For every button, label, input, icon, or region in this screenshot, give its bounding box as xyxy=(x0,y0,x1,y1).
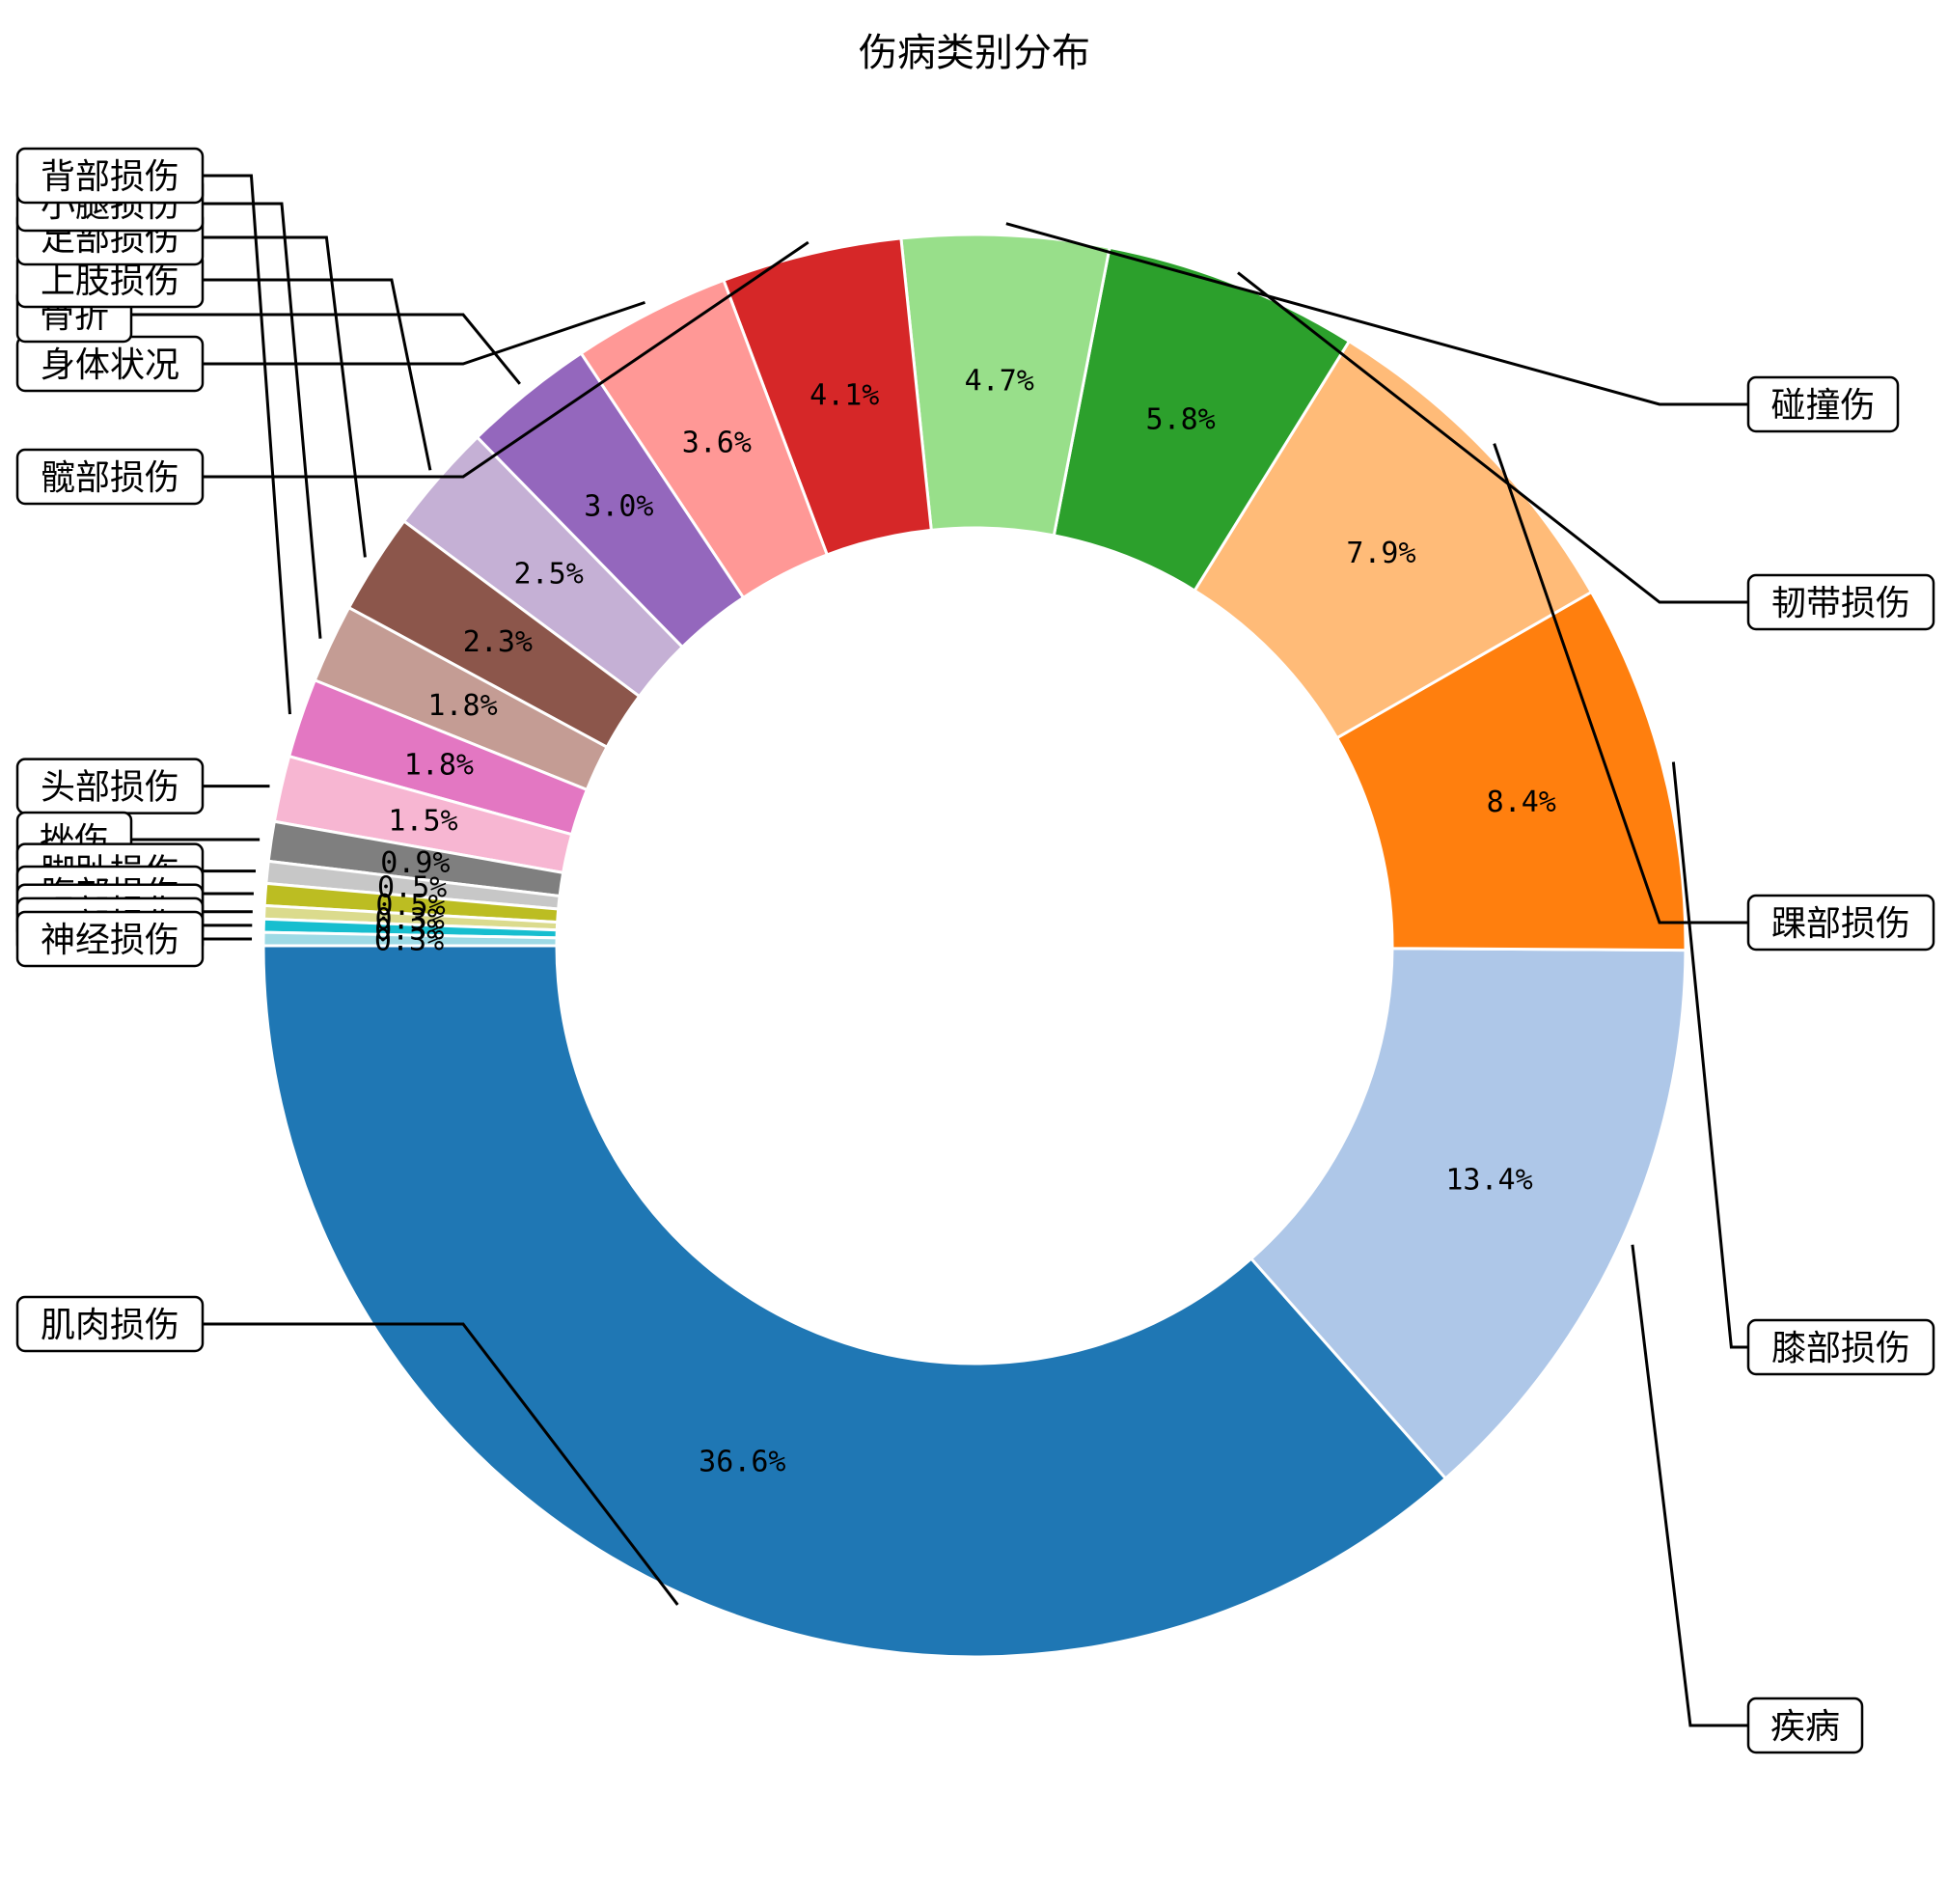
category-label: 头部损伤 xyxy=(15,758,205,814)
wedge-group xyxy=(261,233,1687,1659)
percent-label: 2.5% xyxy=(514,557,584,591)
category-label: 背部损伤 xyxy=(15,147,205,205)
category-label-text: 身体状况 xyxy=(41,345,179,385)
percent-label: 0.3% xyxy=(375,902,445,936)
category-label-text: 韧带损伤 xyxy=(1771,584,1910,623)
category-label-text: 肌肉损伤 xyxy=(41,1306,179,1345)
leader-line xyxy=(203,202,322,639)
chart-title: 伤病类别分布 xyxy=(859,31,1090,75)
percent-label: 0.3% xyxy=(374,913,444,947)
leader-line xyxy=(203,300,645,366)
category-label: 神经损伤 xyxy=(15,910,205,968)
category-label: 髋部损伤 xyxy=(15,448,205,506)
percent-label: 4.7% xyxy=(965,365,1034,399)
percent-label: 3.6% xyxy=(682,426,752,459)
category-label-text: 上肢损伤 xyxy=(41,262,179,301)
category-label-box xyxy=(1746,573,1935,631)
category-label-text: 疾病 xyxy=(1770,1707,1840,1747)
leader-line xyxy=(1493,443,1748,924)
percent-label: 0.3% xyxy=(374,924,444,957)
percent-label: 0.9% xyxy=(380,846,450,880)
leader-line xyxy=(131,313,521,385)
category-label-box xyxy=(15,448,205,506)
percent-label: 8.4% xyxy=(1487,786,1556,819)
category-label-box xyxy=(1746,1318,1935,1376)
percent-label: 36.6% xyxy=(699,1445,785,1478)
category-label-text: 背部损伤 xyxy=(41,157,179,197)
wedge-0 xyxy=(261,944,1448,1659)
wedge-1 xyxy=(1248,947,1687,1481)
category-label-box xyxy=(1746,375,1900,433)
leader-line xyxy=(1631,1244,1748,1727)
category-label-text: 头部损伤 xyxy=(41,768,179,808)
percent-label: 0.5% xyxy=(377,870,447,904)
percent-label: 1.8% xyxy=(404,748,474,782)
percent-label: 2.3% xyxy=(463,625,533,659)
category-label-text: 髋部损伤 xyxy=(41,458,179,498)
category-label: 碰撞伤 xyxy=(1746,375,1900,433)
percent-label: 1.8% xyxy=(427,689,497,723)
category-label-box xyxy=(1746,894,1935,952)
leader-line xyxy=(1237,271,1748,604)
percent-label: 5.8% xyxy=(1145,402,1215,436)
category-label: 踝部损伤 xyxy=(1746,894,1935,952)
category-label-box xyxy=(15,910,205,968)
leader-line-group xyxy=(131,174,1748,1727)
leader-line xyxy=(203,235,367,558)
category-label-text: 踝部损伤 xyxy=(1771,904,1910,944)
category-label-text: 膝部损伤 xyxy=(1771,1329,1910,1368)
category-label-group: 肌肉损伤疾病膝部损伤踝部损伤韧带损伤碰撞伤髋部损伤身体状况骨折上肢损伤足部损伤小… xyxy=(15,147,1935,1754)
category-label-box xyxy=(15,1295,205,1353)
wedge-19 xyxy=(261,930,559,948)
category-label-text: 碰撞伤 xyxy=(1770,386,1875,426)
percent-label: 0.5% xyxy=(375,889,445,923)
category-label: 膝部损伤 xyxy=(1746,1318,1935,1376)
leader-line xyxy=(203,240,809,479)
leader-line xyxy=(1671,761,1748,1349)
category-label: 疾病 xyxy=(1746,1697,1864,1754)
percent-label: 1.5% xyxy=(388,805,457,839)
category-label: 肌肉损伤 xyxy=(15,1295,205,1353)
leader-line xyxy=(203,174,291,715)
category-label-box xyxy=(15,147,205,205)
leader-line xyxy=(203,278,432,471)
percent-label-group: 36.6%13.4%8.4%7.9%5.8%4.7%4.1%3.6%3.0%2.… xyxy=(374,365,1556,1479)
category-label: 身体状况 xyxy=(15,335,205,393)
percent-label: 7.9% xyxy=(1346,537,1415,570)
leader-line xyxy=(203,1322,679,1606)
percent-label: 3.0% xyxy=(584,489,653,523)
category-label: 上肢损伤 xyxy=(15,251,205,309)
category-label: 韧带损伤 xyxy=(1746,573,1935,631)
category-label-text: 神经损伤 xyxy=(41,921,179,960)
category-label-box xyxy=(1746,1697,1864,1754)
percent-label: 4.1% xyxy=(809,379,879,413)
percent-label: 13.4% xyxy=(1445,1163,1532,1197)
leader-line xyxy=(1005,222,1748,406)
